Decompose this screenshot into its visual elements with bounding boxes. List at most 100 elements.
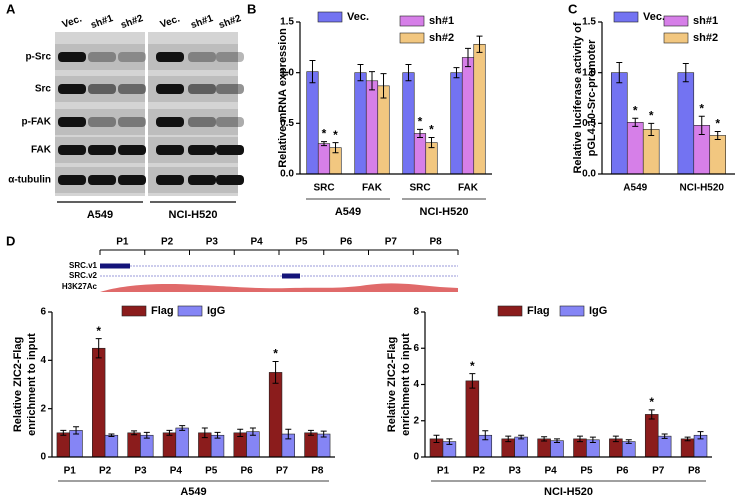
x-tick-label: P7: [276, 466, 289, 477]
blot-band: [156, 52, 184, 62]
significance-label: *: [699, 101, 704, 115]
lane-label: sh#2: [217, 13, 243, 31]
error-bar: [682, 63, 689, 83]
x-tick-label: NCI-H520: [680, 183, 725, 194]
y-axis-label: Relative luciferase activity of: [572, 22, 584, 173]
bar: [709, 135, 726, 175]
error-bar: [321, 141, 327, 147]
y-tick-label: 1.5: [280, 17, 294, 28]
legend-swatch: [121, 305, 147, 317]
blot-band: [58, 175, 86, 185]
legend-swatch: [559, 305, 585, 317]
bar: [644, 414, 659, 458]
error-bar: [541, 436, 548, 442]
legend-label: sh#2: [429, 32, 454, 44]
x-tick-label: A549: [623, 183, 647, 194]
bar: [92, 347, 106, 458]
error-bar: [320, 430, 327, 438]
error-bar: [505, 435, 512, 443]
y-tick-label: 1.5: [582, 17, 596, 28]
error-bar: [433, 434, 440, 443]
bar: [473, 43, 486, 175]
legend-label: IgG: [207, 305, 225, 317]
x-tick-label: P8: [311, 466, 324, 477]
group-label: A549: [335, 206, 361, 218]
blot-band: [58, 84, 86, 94]
legend-label: IgG: [589, 305, 607, 317]
error-bar: [518, 434, 525, 440]
error-bar: [453, 67, 460, 79]
x-tick-label: P5: [580, 466, 593, 477]
x-tick-label: P7: [652, 466, 665, 477]
blot-band: [156, 145, 184, 155]
error-bar: [309, 60, 316, 84]
legend-label: sh#1: [429, 15, 454, 27]
bar: [642, 129, 660, 175]
lane-label: Vec.: [159, 13, 182, 30]
blot-row-label: p-FAK: [22, 117, 52, 128]
x-tick-label: P2: [473, 466, 486, 477]
y-tick-label: 2: [413, 415, 419, 426]
bar: [317, 433, 331, 458]
track-label: SRC.v2: [69, 271, 98, 280]
error-bar: [369, 71, 375, 91]
significance-label: *: [649, 395, 654, 409]
lane-label: sh#2: [119, 13, 145, 31]
legend-swatch: [177, 305, 203, 317]
y-tick-label: 6: [413, 343, 419, 354]
error-bar: [428, 137, 435, 149]
cell-line-label: A549: [87, 209, 113, 221]
x-tick-label: FAK: [362, 183, 383, 194]
significance-label: *: [715, 117, 720, 131]
blot-band: [188, 117, 216, 127]
significance-label: *: [322, 127, 327, 141]
blot-band: [88, 84, 116, 94]
bar: [175, 427, 189, 458]
error-bar: [697, 431, 704, 440]
error-bar: [476, 35, 483, 53]
bar: [657, 435, 672, 458]
error-bar: [417, 128, 423, 139]
y-axis-label: Relative ZIC2-Flag: [12, 337, 24, 432]
x-tick-label: SRC: [409, 183, 430, 194]
error-bar: [684, 436, 691, 442]
error-bar: [214, 431, 221, 439]
bar: [268, 372, 283, 458]
legend-label: Vec.: [643, 11, 665, 23]
blot-band: [216, 117, 244, 127]
bar: [680, 438, 695, 458]
legend-swatch: [317, 11, 343, 23]
error-bar: [469, 373, 476, 389]
legend-label: Vec.: [347, 11, 369, 23]
h3k27ac-signal: [100, 283, 458, 292]
bar: [317, 143, 331, 175]
legend-swatch: [399, 15, 425, 27]
blot-row-label: Src: [35, 84, 52, 95]
x-tick-label: FAK: [458, 183, 479, 194]
error-bar: [482, 430, 489, 441]
region-label: P7: [385, 237, 398, 248]
error-bar: [249, 427, 256, 436]
bar: [626, 122, 644, 175]
exon: [282, 273, 300, 279]
error-bar: [237, 428, 244, 437]
significance-label: *: [333, 128, 338, 142]
legend-swatch: [399, 32, 425, 44]
bar: [377, 85, 390, 175]
blot-band: [156, 84, 184, 94]
panel-label: D: [6, 233, 15, 248]
blot-band: [58, 145, 86, 155]
bar: [461, 57, 475, 175]
blot-row-label: p-Src: [25, 52, 51, 63]
legend-label: Flag: [527, 305, 550, 317]
error-bar: [625, 439, 632, 444]
bar: [550, 440, 564, 458]
x-tick-label: P6: [240, 466, 253, 477]
error-bar: [576, 435, 583, 443]
y-axis-label: pGL4.10-Src-promoter: [586, 39, 598, 156]
legend-swatch: [613, 11, 639, 23]
region-label: P8: [430, 237, 443, 248]
bar: [127, 432, 141, 458]
y-axis-label: enrichment to input: [400, 333, 412, 436]
